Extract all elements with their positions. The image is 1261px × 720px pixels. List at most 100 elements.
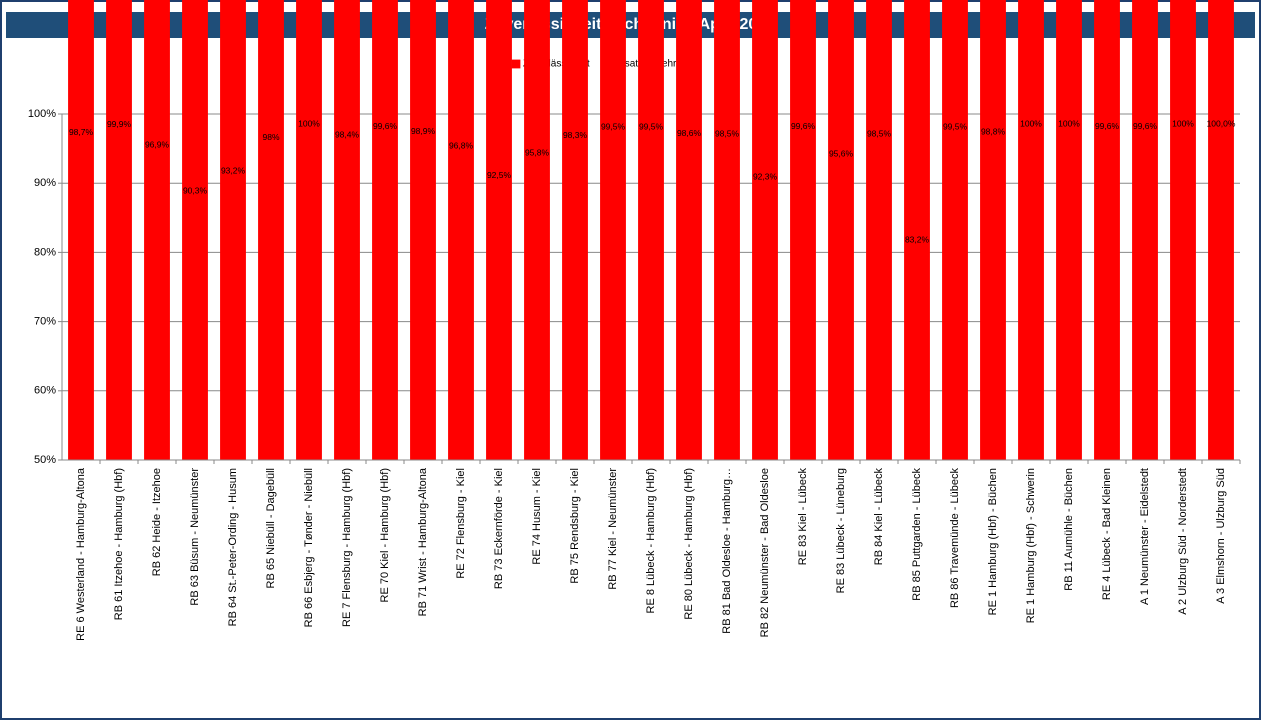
bar-segment — [1056, 0, 1082, 460]
x-tick-label: RB 75 Rendsburg - Kiel — [569, 468, 581, 584]
bar-segment — [790, 0, 816, 460]
y-tick-label: 100% — [28, 108, 56, 120]
bar-segment — [144, 0, 170, 460]
x-tick-label: RE 80 Lübeck - Hamburg (Hbf) — [683, 468, 695, 620]
y-tick-label: 80% — [34, 246, 56, 258]
value-label: 99,5% — [601, 122, 626, 132]
bar-segment — [334, 0, 360, 460]
bar-segment — [258, 0, 284, 460]
x-tick-label: A 2 Ulzburg Süd - Norderstedt — [1177, 468, 1189, 615]
x-tick-label: RB 65 Niebüll - Dagebüll — [265, 468, 277, 588]
x-tick-label: RE 1 Hamburg (Hbf) - Schwerin — [1025, 468, 1037, 623]
value-label: 98,9% — [411, 126, 436, 136]
value-label: 100,0% — [1207, 118, 1236, 128]
value-label: 99,6% — [791, 121, 816, 131]
bar-segment — [1018, 0, 1044, 460]
x-tick-label: RB 84 Kiel - Lübeck — [873, 468, 885, 566]
bar-segment — [752, 0, 778, 460]
y-tick-label: 90% — [34, 177, 56, 189]
value-label: 96,9% — [145, 140, 170, 150]
value-label: 99,5% — [943, 122, 968, 132]
bar-segment — [448, 0, 474, 461]
x-tick-label: RB 63 Büsum - Neumünster — [189, 468, 201, 606]
value-label: 98% — [262, 132, 279, 142]
value-label: 98,3% — [563, 130, 588, 140]
value-label: 95,8% — [525, 147, 550, 157]
value-label: 100% — [1058, 118, 1080, 128]
bar-segment — [486, 0, 512, 460]
x-tick-label: RE 74 Husum - Kiel — [531, 468, 543, 565]
bar-segment — [106, 0, 132, 460]
y-tick-label: 60% — [34, 385, 56, 397]
value-label: 99,6% — [1095, 121, 1120, 131]
value-label: 92,5% — [487, 170, 512, 180]
x-tick-label: RE 72 Flensburg - Kiel — [455, 468, 467, 579]
value-label: 98,6% — [677, 128, 702, 138]
x-tick-label: RB 81 Bad Oldesloe - Hamburg… — [721, 468, 733, 634]
legend-label: Zuverlässigkeit — [523, 59, 590, 70]
value-label: 98,8% — [981, 127, 1006, 137]
x-tick-label: A 1 Neumünster - Eidelstedt — [1139, 468, 1151, 605]
value-label: 98,4% — [335, 129, 360, 139]
x-tick-label: RB 64 St.-Peter-Ording - Husum — [227, 468, 239, 626]
value-label: 99,5% — [639, 122, 664, 132]
x-tick-label: A 3 Elmshorn - Ulzburg Süd — [1215, 468, 1227, 604]
bar-segment — [1208, 0, 1234, 460]
value-label: 98,5% — [867, 129, 892, 139]
bar-segment — [638, 0, 664, 460]
value-label: 100% — [1172, 118, 1194, 128]
x-tick-label: RE 7 Flensburg - Hamburg (Hbf) — [341, 468, 353, 627]
value-label: 100% — [298, 118, 320, 128]
x-tick-label: RE 1 Hamburg (Hbf) - Büchen — [987, 468, 999, 615]
x-tick-label: RB 11 Aumühle - Büchen — [1063, 468, 1075, 591]
value-label: 100% — [1020, 118, 1042, 128]
x-tick-label: RB 61 Itzehoe - Hamburg (Hbf) — [113, 468, 125, 620]
y-tick-label: 50% — [34, 454, 56, 466]
bar-segment — [68, 0, 94, 461]
value-label: 99,9% — [107, 119, 132, 129]
bar-segment — [524, 0, 550, 460]
bar-segment — [942, 0, 968, 460]
x-tick-label: RE 8 Lübeck - Hamburg (Hbf) — [645, 468, 657, 614]
value-label: 92,3% — [753, 172, 778, 182]
x-tick-label: RB 85 Puttgarden - Lübeck — [911, 468, 923, 601]
x-tick-label: RB 73 Eckernförde - Kiel — [493, 468, 505, 589]
y-tick-label: 70% — [34, 316, 56, 328]
bar-segment — [562, 0, 588, 461]
bar-segment — [1132, 0, 1158, 460]
x-tick-label: RB 62 Heide - Itzehoe — [151, 468, 163, 576]
value-label: 99,6% — [373, 121, 398, 131]
bar-segment — [676, 0, 702, 461]
title-bar — [6, 12, 1255, 38]
x-tick-label: RE 83 Kiel - Lübeck — [797, 468, 809, 566]
value-label: 95,6% — [829, 149, 854, 159]
x-tick-label: RE 83 Lübeck - Lüneburg — [835, 468, 847, 593]
x-tick-label: RE 6 Westerland - Hamburg-Altona — [75, 467, 87, 641]
value-label: 98,7% — [69, 127, 94, 137]
x-tick-label: RB 77 Kiel - Neumünster — [607, 468, 619, 590]
bar-segment — [372, 0, 398, 460]
chart-title: Zuverlässigkeit nach Linien April 2017 — [485, 16, 775, 33]
value-label: 98,5% — [715, 129, 740, 139]
bar-segment — [296, 0, 322, 460]
bar-segment — [220, 0, 246, 460]
x-tick-label: RB 71 Wrist - Hamburg-Altona — [417, 467, 429, 616]
bar-segment — [828, 0, 854, 460]
bar-segment — [866, 0, 892, 460]
bar-segment — [1094, 0, 1120, 460]
legend-swatch — [511, 59, 521, 69]
value-label: 93,2% — [221, 165, 246, 175]
bar-segment — [980, 0, 1006, 460]
x-tick-label: RE 4 Lübeck - Bad Kleinen — [1101, 468, 1113, 600]
bar-segment — [904, 0, 930, 461]
x-tick-label: RB 86 Travemünde - Lübeck — [949, 468, 961, 609]
bar-segment — [714, 0, 740, 460]
bar-segment — [182, 0, 208, 460]
x-tick-label: RB 82 Neumünster - Bad Oldesloe — [759, 468, 771, 637]
bar-segment — [410, 0, 436, 460]
bar-segment — [1170, 0, 1196, 460]
x-tick-label: RE 70 Kiel - Hamburg (Hbf) — [379, 468, 391, 603]
value-label: 90,3% — [183, 185, 208, 195]
